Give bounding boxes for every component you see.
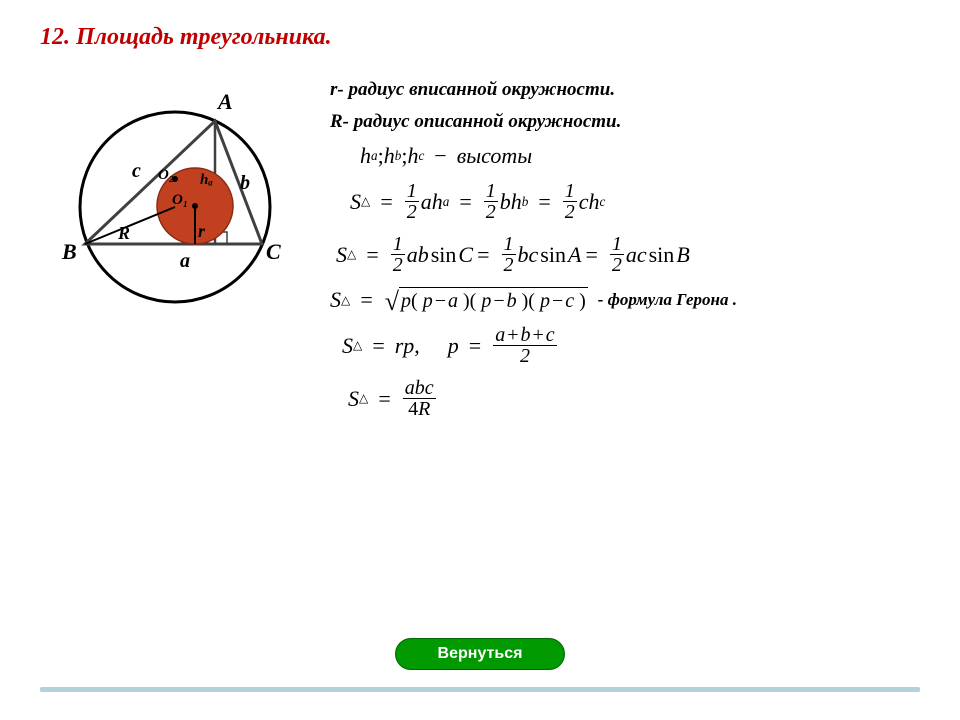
heron-note: - формула Герона . [598,290,737,310]
label-A: A [216,89,233,114]
footer-rule [40,687,920,692]
def-R: R- радиус описанной окружности. [330,111,920,133]
label-ha: hₐ [200,172,213,188]
button-row: Вернуться [0,638,960,670]
label-O2: O₂ [158,167,174,183]
label-r: r [198,221,206,241]
label-R: R [117,223,130,243]
triangle-diagram: A B C a b c R r O₁ O₂ hₐ [40,79,320,339]
formula-heron: S△ = √ p( p−a )( p−b )( p−c ) - формула … [330,287,920,313]
label-a: a [180,250,190,272]
label-c: c [132,160,141,182]
label-B: B [61,239,77,264]
formula-rp: S△ = rp, p = a+b+c 2 [342,325,920,366]
label-b: b [240,172,250,194]
formula-sines: S△ = 12 ab sinC = 12 bc sinA = 12 ac sin… [336,234,920,275]
back-button[interactable]: Вернуться [395,638,566,670]
label-C: C [266,239,281,264]
content-row: A B C a b c R r O₁ O₂ hₐ r- радиус вписа… [40,79,920,431]
formula-heights: S△ = 12 aha = 12 bhb = 12 chc [350,181,920,222]
heights-line: ha ; hb ; hc − высоты [360,143,920,169]
page-title: 12. Площадь треугольника. [40,24,920,51]
formula-4R: S△ = abc 4R [348,378,920,419]
def-r: r- радиус вписанной окружности. [330,79,920,101]
right-column: r- радиус вписанной окружности. R- радиу… [320,79,920,431]
label-O1: O₁ [172,192,188,208]
